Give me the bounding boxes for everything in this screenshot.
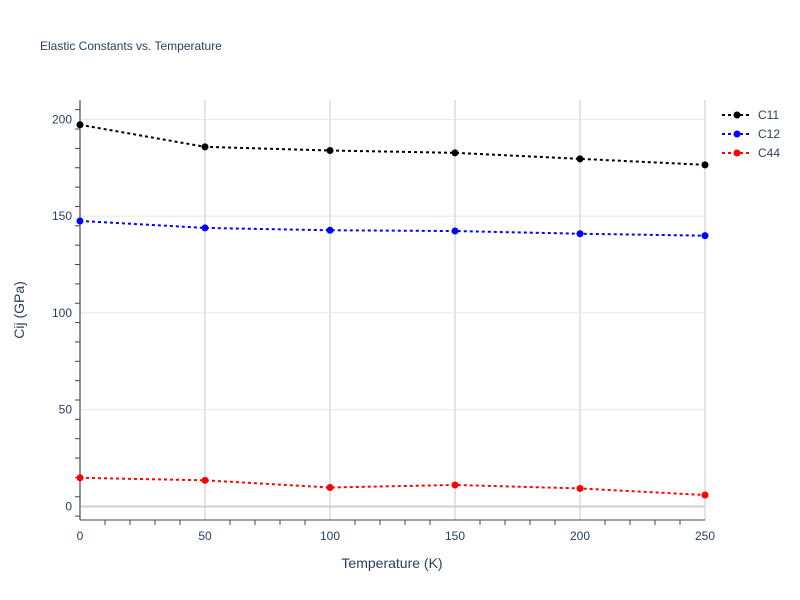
legend-label: C12 [758,127,780,141]
x-tick-label: 200 [570,529,590,543]
grid [79,100,706,520]
data-point-c12[interactable] [576,230,584,238]
series-c11 [76,121,709,169]
y-tick-label: 100 [52,306,72,320]
x-tick-label: 150 [445,529,465,543]
y-tick-labels: 0 50 100 150 200 [52,112,72,513]
legend-item-c44[interactable]: C44 [722,146,780,160]
legend[interactable]: C11 C12 C44 [722,108,780,160]
legend-swatch-marker [733,130,741,138]
data-point-c12[interactable] [76,217,84,225]
series-line-c44 [79,476,706,497]
series-line-c12 [79,219,706,237]
data-point-c44[interactable] [451,481,459,489]
series-line-c11 [79,123,706,166]
legend-item-c12[interactable]: C12 [722,127,780,141]
y-tick-label: 50 [59,403,73,417]
data-point-c44[interactable] [701,491,709,499]
legend-label: C44 [758,146,780,160]
x-tick-label: 100 [320,529,340,543]
series-layer [76,121,709,499]
chart-title: Elastic Constants vs. Temperature [40,39,222,53]
data-point-c12[interactable] [451,227,459,235]
data-point-c11[interactable] [451,149,459,157]
data-point-c12[interactable] [701,232,709,240]
legend-swatch-marker [733,111,741,119]
x-tick-label: 250 [695,529,715,543]
legend-label: C11 [758,108,779,122]
x-tick-labels: 0 50 100 150 200 250 [77,529,716,543]
y-tick-label: 200 [52,112,72,126]
legend-swatch-marker [733,149,741,157]
data-point-c44[interactable] [326,483,334,491]
data-point-c11[interactable] [701,161,709,169]
data-point-c44[interactable] [201,476,209,484]
x-tick-label: 0 [77,529,84,543]
x-axis-title: Temperature (K) [341,555,442,571]
data-point-c11[interactable] [201,143,209,151]
data-point-c44[interactable] [76,474,84,482]
series-c44 [76,474,709,499]
y-axis-title: Cij (GPa) [11,281,27,339]
x-tick-label: 50 [198,529,212,543]
legend-item-c11[interactable]: C11 [722,108,779,122]
data-point-c12[interactable] [326,226,334,234]
series-c12 [76,217,709,240]
data-point-c44[interactable] [576,484,584,492]
y-tick-label: 0 [65,499,72,513]
axes [75,100,705,525]
data-point-c12[interactable] [201,224,209,232]
data-point-c11[interactable] [576,155,584,163]
data-point-c11[interactable] [76,121,84,129]
data-point-c11[interactable] [326,147,334,155]
y-tick-label: 150 [52,209,72,223]
